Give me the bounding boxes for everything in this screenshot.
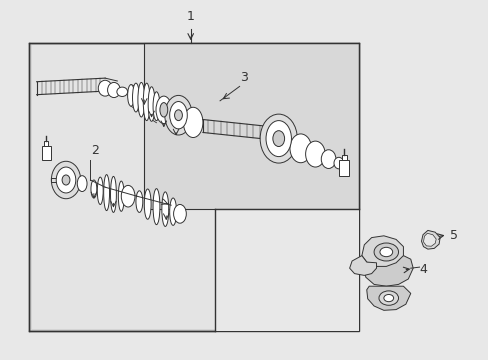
- Ellipse shape: [51, 161, 81, 199]
- Text: 1: 1: [186, 10, 194, 23]
- Ellipse shape: [98, 80, 112, 96]
- Bar: [341, 155, 346, 160]
- Circle shape: [373, 243, 398, 261]
- Polygon shape: [349, 256, 376, 275]
- Text: 4: 4: [419, 263, 427, 276]
- Ellipse shape: [265, 121, 291, 157]
- Ellipse shape: [289, 134, 311, 163]
- Circle shape: [383, 294, 393, 302]
- Ellipse shape: [148, 87, 155, 121]
- Bar: [32, 45, 356, 329]
- Text: 5: 5: [449, 229, 457, 242]
- Polygon shape: [366, 286, 410, 310]
- Polygon shape: [421, 230, 439, 249]
- Ellipse shape: [183, 107, 203, 138]
- Ellipse shape: [156, 96, 171, 123]
- Ellipse shape: [272, 131, 284, 147]
- Ellipse shape: [138, 82, 144, 117]
- Ellipse shape: [62, 175, 70, 185]
- Text: 3: 3: [240, 71, 248, 84]
- Bar: [339, 160, 348, 176]
- Bar: [215, 209, 359, 331]
- Ellipse shape: [56, 167, 76, 193]
- Polygon shape: [361, 236, 403, 266]
- Ellipse shape: [160, 103, 167, 117]
- Ellipse shape: [333, 157, 343, 169]
- Ellipse shape: [321, 150, 335, 168]
- Circle shape: [379, 247, 392, 257]
- Ellipse shape: [77, 176, 87, 192]
- Ellipse shape: [132, 83, 139, 112]
- Ellipse shape: [118, 181, 124, 211]
- Text: 2: 2: [91, 144, 99, 157]
- Ellipse shape: [173, 204, 186, 223]
- Circle shape: [378, 291, 398, 305]
- Ellipse shape: [121, 185, 135, 207]
- Ellipse shape: [305, 141, 325, 167]
- Ellipse shape: [153, 189, 160, 225]
- Ellipse shape: [260, 114, 297, 163]
- Ellipse shape: [103, 175, 109, 211]
- Ellipse shape: [174, 110, 182, 121]
- Ellipse shape: [162, 192, 168, 226]
- Ellipse shape: [169, 102, 187, 129]
- Polygon shape: [364, 256, 412, 286]
- Ellipse shape: [91, 180, 97, 198]
- Ellipse shape: [164, 95, 192, 135]
- Bar: [42, 146, 51, 160]
- Polygon shape: [423, 233, 435, 246]
- Ellipse shape: [136, 191, 142, 212]
- Bar: [144, 43, 359, 209]
- Bar: [29, 43, 359, 331]
- Ellipse shape: [97, 177, 103, 204]
- Ellipse shape: [144, 189, 151, 219]
- Ellipse shape: [127, 85, 134, 106]
- Bar: [44, 141, 48, 146]
- Ellipse shape: [143, 83, 150, 121]
- Ellipse shape: [153, 92, 160, 121]
- Ellipse shape: [117, 87, 127, 96]
- Ellipse shape: [107, 82, 120, 98]
- Ellipse shape: [110, 176, 116, 212]
- Ellipse shape: [169, 198, 176, 225]
